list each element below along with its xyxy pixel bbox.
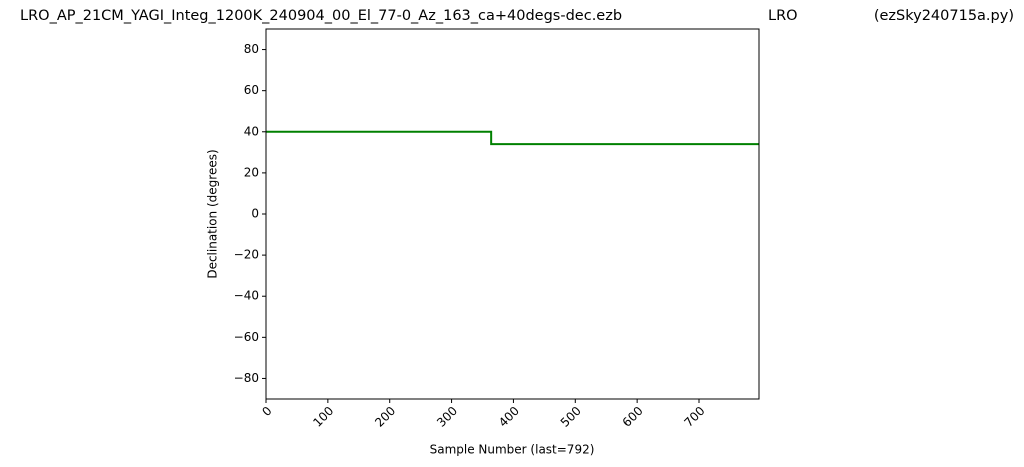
x-tick-label: 300	[434, 404, 460, 430]
y-tick-label: 40	[244, 124, 259, 138]
x-tick-label: 200	[372, 404, 398, 430]
plot-frame	[265, 28, 760, 400]
x-tick-label: 500	[558, 404, 584, 430]
chart-title: LRO_AP_21CM_YAGI_Integ_1200K_240904_00_E…	[20, 8, 622, 24]
y-tick-label: 60	[244, 83, 259, 97]
x-tick-label: 400	[496, 404, 522, 430]
y-tick-label: 0	[251, 207, 259, 221]
y-tick-label: −20	[234, 248, 259, 262]
data-line	[266, 130, 759, 146]
y-tick-label: −40	[234, 289, 259, 303]
x-tick-label: 0	[259, 404, 274, 419]
y-axis-label: Declination (degrees)	[206, 149, 220, 278]
x-axis-label: Sample Number (last=792)	[430, 443, 595, 457]
x-tick-label: 100	[310, 404, 336, 430]
chart-title: (ezSky240715a.py)	[874, 8, 1014, 24]
y-tick-label: −80	[234, 371, 259, 385]
y-tick-label: 20	[244, 165, 259, 179]
chart-title: LRO	[768, 8, 798, 24]
x-tick-label: 600	[620, 404, 646, 430]
x-tick-label: 700	[681, 404, 707, 430]
y-tick-label: 80	[244, 42, 259, 56]
y-tick-label: −60	[234, 330, 259, 344]
